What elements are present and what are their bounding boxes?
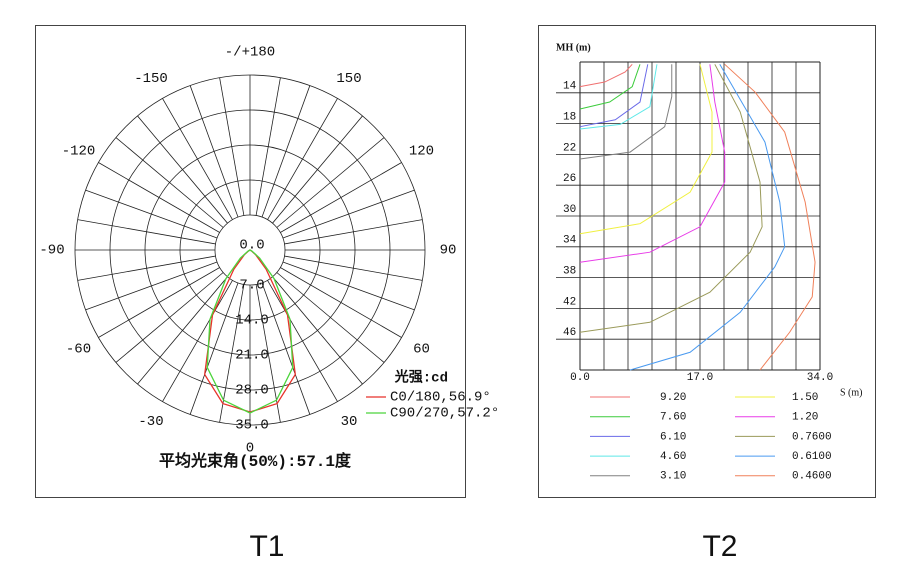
x-tick-label: 34.0 xyxy=(807,372,833,384)
contour-line xyxy=(579,64,649,128)
angle-label: 60 xyxy=(413,342,430,358)
x-axis-title: S (m) xyxy=(840,387,863,398)
x-tick-label: 0.0 xyxy=(570,372,590,384)
angle-label: -120 xyxy=(62,144,96,160)
r-tick-label: 35.0 xyxy=(235,418,269,434)
r-tick-label: 21.0 xyxy=(235,348,269,364)
angle-label: -60 xyxy=(66,342,91,358)
angle-label: 150 xyxy=(336,71,361,87)
r-tick-label: 28.0 xyxy=(235,383,269,399)
angle-label: -150 xyxy=(134,71,168,87)
angle-label: 30 xyxy=(341,414,358,430)
intensity-curve xyxy=(206,249,294,414)
legend-label: 4.60 xyxy=(660,451,686,463)
contour-line xyxy=(579,64,658,130)
r-tick-label: 7.0 xyxy=(239,278,264,294)
angle-label: -30 xyxy=(138,414,163,430)
y-tick-label: 34 xyxy=(563,235,577,247)
angle-label: -/+180 xyxy=(225,45,275,61)
y-tick-label: 22 xyxy=(563,142,576,154)
angle-label: 90 xyxy=(440,243,457,259)
caption: T1 xyxy=(249,530,284,563)
chart-frame xyxy=(35,25,466,498)
ring xyxy=(179,179,321,321)
y-axis-title: MH (m) xyxy=(556,42,591,53)
contour-line xyxy=(579,63,633,88)
ring xyxy=(214,214,286,286)
legend-label: 7.60 xyxy=(660,412,686,424)
legend-label: 1.20 xyxy=(792,412,818,424)
legend-label: 0.7600 xyxy=(792,431,832,443)
angle-label: 120 xyxy=(409,144,434,160)
contour-line xyxy=(579,64,641,110)
y-tick-label: 18 xyxy=(563,112,576,124)
angle-label: 0 xyxy=(246,441,254,457)
caption: T2 xyxy=(702,530,737,563)
y-tick-label: 26 xyxy=(563,173,576,185)
intensity-curve xyxy=(204,249,296,413)
ring xyxy=(74,74,426,426)
r-tick-label: 14.0 xyxy=(235,313,269,329)
annotation: 平均光束角(50%):57.1度 xyxy=(159,451,352,471)
contour-line xyxy=(724,63,816,371)
y-tick-label: 46 xyxy=(563,327,576,339)
legend-label: C0/180,56.9° xyxy=(390,390,491,406)
y-tick-label: 14 xyxy=(563,81,577,93)
ring xyxy=(144,144,356,356)
legend-label: 6.10 xyxy=(660,431,686,443)
contour-line xyxy=(579,64,763,333)
contour-line xyxy=(579,64,673,160)
contour-line xyxy=(579,64,726,263)
legend-label: 1.50 xyxy=(792,392,818,404)
x-tick-label: 17.0 xyxy=(687,372,713,384)
legend-label: 0.4600 xyxy=(792,471,832,483)
ring xyxy=(109,109,391,391)
r-tick-label: 0.0 xyxy=(239,238,264,254)
contour-line xyxy=(629,64,786,371)
chart-frame xyxy=(538,25,876,498)
legend-title: 光强:cd xyxy=(394,369,448,387)
legend-label: C90/270,57.2° xyxy=(390,406,499,422)
y-tick-label: 30 xyxy=(563,204,576,216)
contour-line xyxy=(579,64,713,235)
legend-label: 9.20 xyxy=(660,392,686,404)
y-tick-label: 38 xyxy=(563,266,576,278)
legend-label: 0.6100 xyxy=(792,451,832,463)
y-tick-label: 42 xyxy=(563,296,576,308)
angle-label: -90 xyxy=(39,243,64,259)
legend-label: 3.10 xyxy=(660,471,686,483)
